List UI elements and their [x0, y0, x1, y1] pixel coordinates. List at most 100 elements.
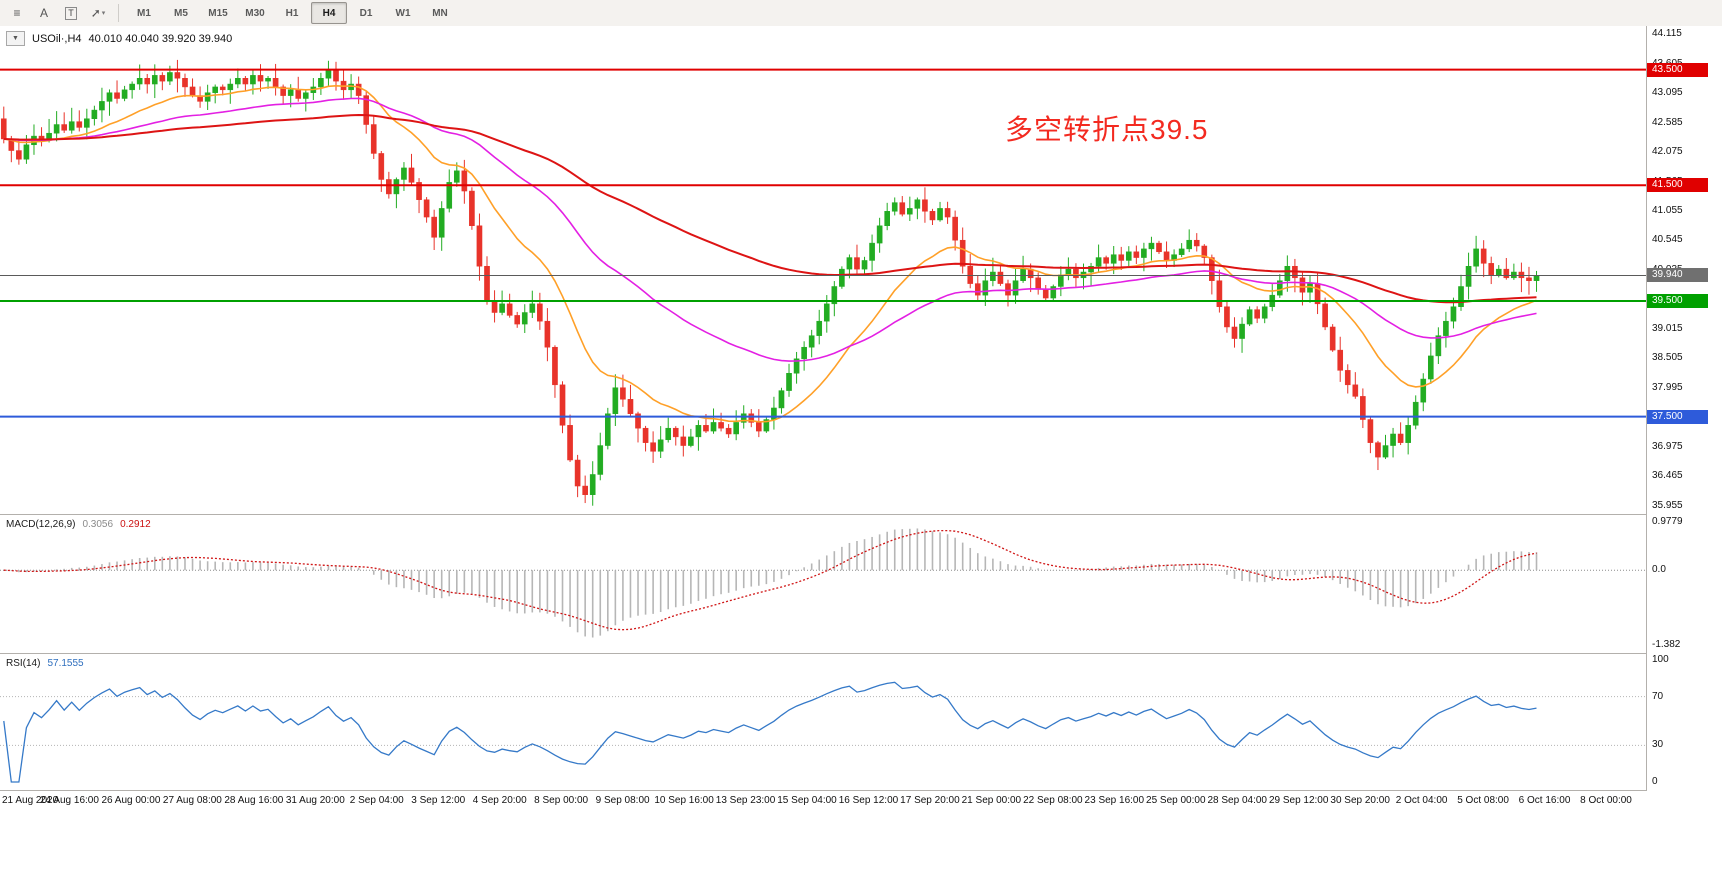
macd-main-value: 0.3056: [82, 519, 114, 530]
time-axis-label: 27 Aug 08:00: [162, 795, 222, 806]
price-tick-label: 41.055: [1652, 205, 1683, 216]
rsi-scale-label: 100: [1652, 654, 1669, 665]
time-axis-label: 21 Sep 00:00: [961, 795, 1022, 806]
timeframe-button-h1[interactable]: H1: [285, 7, 299, 19]
macd-scale-min: -1.382: [1652, 639, 1681, 650]
rsi-scale-label: 30: [1652, 739, 1664, 750]
rsi-line: [3, 681, 1537, 783]
chart-title: ▼ USOil·,H4 40.010 40.040 39.920 39.940: [6, 31, 232, 46]
time-axis-label: 6 Oct 16:00: [1518, 795, 1571, 806]
text-label-icon: T: [65, 6, 77, 20]
macd-signal-line: [3, 529, 1537, 631]
rsi-indicator-pane[interactable]: RSI(14) 57.1555: [0, 654, 1646, 790]
price-line-badge: 43.500: [1647, 63, 1708, 77]
candles-layer: [0, 59, 1540, 506]
time-axis-label: 25 Sep 00:00: [1146, 795, 1206, 806]
macd-signal-value: 0.2912: [120, 519, 151, 530]
time-axis-label: 23 Sep 16:00: [1084, 795, 1145, 806]
time-axis-label: 31 Aug 20:00: [285, 795, 345, 806]
timeframe-button-mn[interactable]: MN: [432, 7, 448, 19]
time-axis[interactable]: 21 Aug 2020 24 Aug 16:00 26 Aug 00:00 27 Au…: [0, 791, 1722, 813]
chevron-down-icon: ▾: [101, 10, 106, 17]
chart-annotation: 多空转折点39.5: [1005, 114, 1209, 145]
ma-18-line: [3, 84, 1537, 423]
price-chart-pane[interactable]: ▼ USOil·,H4 40.010 40.040 39.920 39.940 …: [0, 26, 1646, 514]
price-line-badge: 41.500: [1647, 178, 1708, 192]
macd-name: MACD(12,26,9): [6, 519, 76, 530]
timeframe-button-m1[interactable]: M1: [137, 7, 151, 19]
time-axis-label: 16 Sep 12:00: [838, 795, 899, 806]
time-axis-label: 17 Sep 20:00: [900, 795, 960, 806]
time-axis-label: 29 Sep 12:00: [1268, 795, 1329, 806]
time-axis-label: 28 Sep 04:00: [1207, 795, 1267, 806]
toolbar-separator: [118, 4, 119, 22]
pane-separator: [0, 790, 1722, 791]
price-tick-label: 37.995: [1652, 382, 1683, 393]
indicators-button[interactable]: ➚ ▾: [85, 2, 111, 24]
rsi-label: RSI(14) 57.1555: [6, 658, 84, 669]
symbol-timeframe-label: USOil·,H4: [32, 32, 82, 45]
macd-scale-max: 0.9779: [1652, 516, 1683, 527]
time-axis-label: 26 Aug 00:00: [101, 795, 161, 806]
price-tick-label: 38.505: [1652, 352, 1683, 363]
font-button[interactable]: A: [31, 2, 57, 24]
macd-indicator-pane[interactable]: MACD(12,26,9) 0.3056 0.2912: [0, 515, 1646, 653]
rsi-scale-label: 0: [1652, 776, 1658, 787]
timeframe-button-group: M1 M5 M15 M30 H1 H4 D1 W1 MN: [126, 2, 458, 24]
price-tick-label: 44.115: [1652, 28, 1682, 39]
timeframe-button-m30[interactable]: M30: [245, 7, 265, 19]
timeframe-button-h4[interactable]: H4: [311, 2, 347, 24]
price-tick-label: 36.465: [1652, 470, 1683, 481]
font-a-icon: A: [39, 6, 48, 20]
price-line-badge: 37.500: [1647, 410, 1708, 424]
horizontal-lines-layer: [0, 68, 1646, 418]
pane-separator[interactable]: [0, 514, 1722, 515]
time-axis-label: 15 Sep 04:00: [777, 795, 837, 806]
ohlc-values-label: 40.010 40.040 39.920 39.940: [88, 32, 233, 45]
indicators-icon: ➚: [90, 6, 101, 20]
time-axis-label: 3 Sep 12:00: [411, 795, 466, 806]
price-tick-label: 39.015: [1652, 323, 1683, 334]
timeframe-button-m15[interactable]: M15: [208, 7, 228, 19]
time-axis-label: 8 Sep 00:00: [534, 795, 589, 806]
price-line-badge: 39.940: [1647, 268, 1708, 282]
price-tick-label: 42.585: [1652, 117, 1683, 128]
time-axis-label: 30 Sep 20:00: [1330, 795, 1390, 806]
one-click-trading-button[interactable]: ▼: [6, 31, 25, 46]
time-axis-label: 2 Sep 04:00: [349, 795, 404, 806]
moving-averages-layer: [3, 84, 1537, 423]
price-line-badge: 39.500: [1647, 294, 1708, 308]
rsi-value: 57.1555: [47, 658, 84, 669]
price-chart-canvas[interactable]: [0, 26, 1646, 514]
rsi-scale-label: 70: [1652, 691, 1664, 702]
ma-50-line: [3, 97, 1537, 362]
macd-scale-zero: 0.0: [1652, 564, 1666, 575]
timeframe-button-w1[interactable]: W1: [395, 7, 411, 19]
time-axis-label: 10 Sep 16:00: [654, 795, 714, 806]
time-axis-label: 5 Oct 08:00: [1457, 795, 1509, 806]
time-axis-label: 24 Aug 16:00: [39, 795, 99, 806]
macd-canvas[interactable]: [0, 515, 1646, 653]
price-tick-label: 36.975: [1652, 441, 1683, 452]
rsi-canvas[interactable]: [0, 654, 1646, 790]
ma-120-line: [3, 113, 1537, 304]
macd-label: MACD(12,26,9) 0.3056 0.2912: [6, 519, 151, 530]
time-axis-label: 8 Oct 00:00: [1580, 795, 1632, 806]
text-label-button[interactable]: T: [58, 2, 84, 24]
timeframe-button-d1[interactable]: D1: [359, 7, 373, 19]
macd-histogram-layer: [10, 528, 1538, 638]
price-tick-label: 42.075: [1652, 146, 1683, 157]
time-axis-label: 2 Oct 04:00: [1395, 795, 1448, 806]
time-axis-label: 28 Aug 16:00: [224, 795, 284, 806]
time-axis-label: 9 Sep 08:00: [595, 795, 650, 806]
price-scale[interactable]: 44.11543.60543.09542.58542.07541.56541.0…: [1646, 26, 1722, 812]
timeframe-button-m5[interactable]: M5: [174, 7, 188, 19]
time-axis-label: 22 Sep 08:00: [1023, 795, 1083, 806]
time-axis-label: 21 Aug 2020: [2, 795, 59, 806]
pane-separator[interactable]: [0, 653, 1722, 654]
time-axis-label: 13 Sep 23:00: [715, 795, 776, 806]
rsi-name: RSI(14): [6, 658, 41, 669]
price-tick-label: 35.955: [1652, 500, 1683, 511]
market-watch-button[interactable]: ≡: [4, 2, 30, 24]
